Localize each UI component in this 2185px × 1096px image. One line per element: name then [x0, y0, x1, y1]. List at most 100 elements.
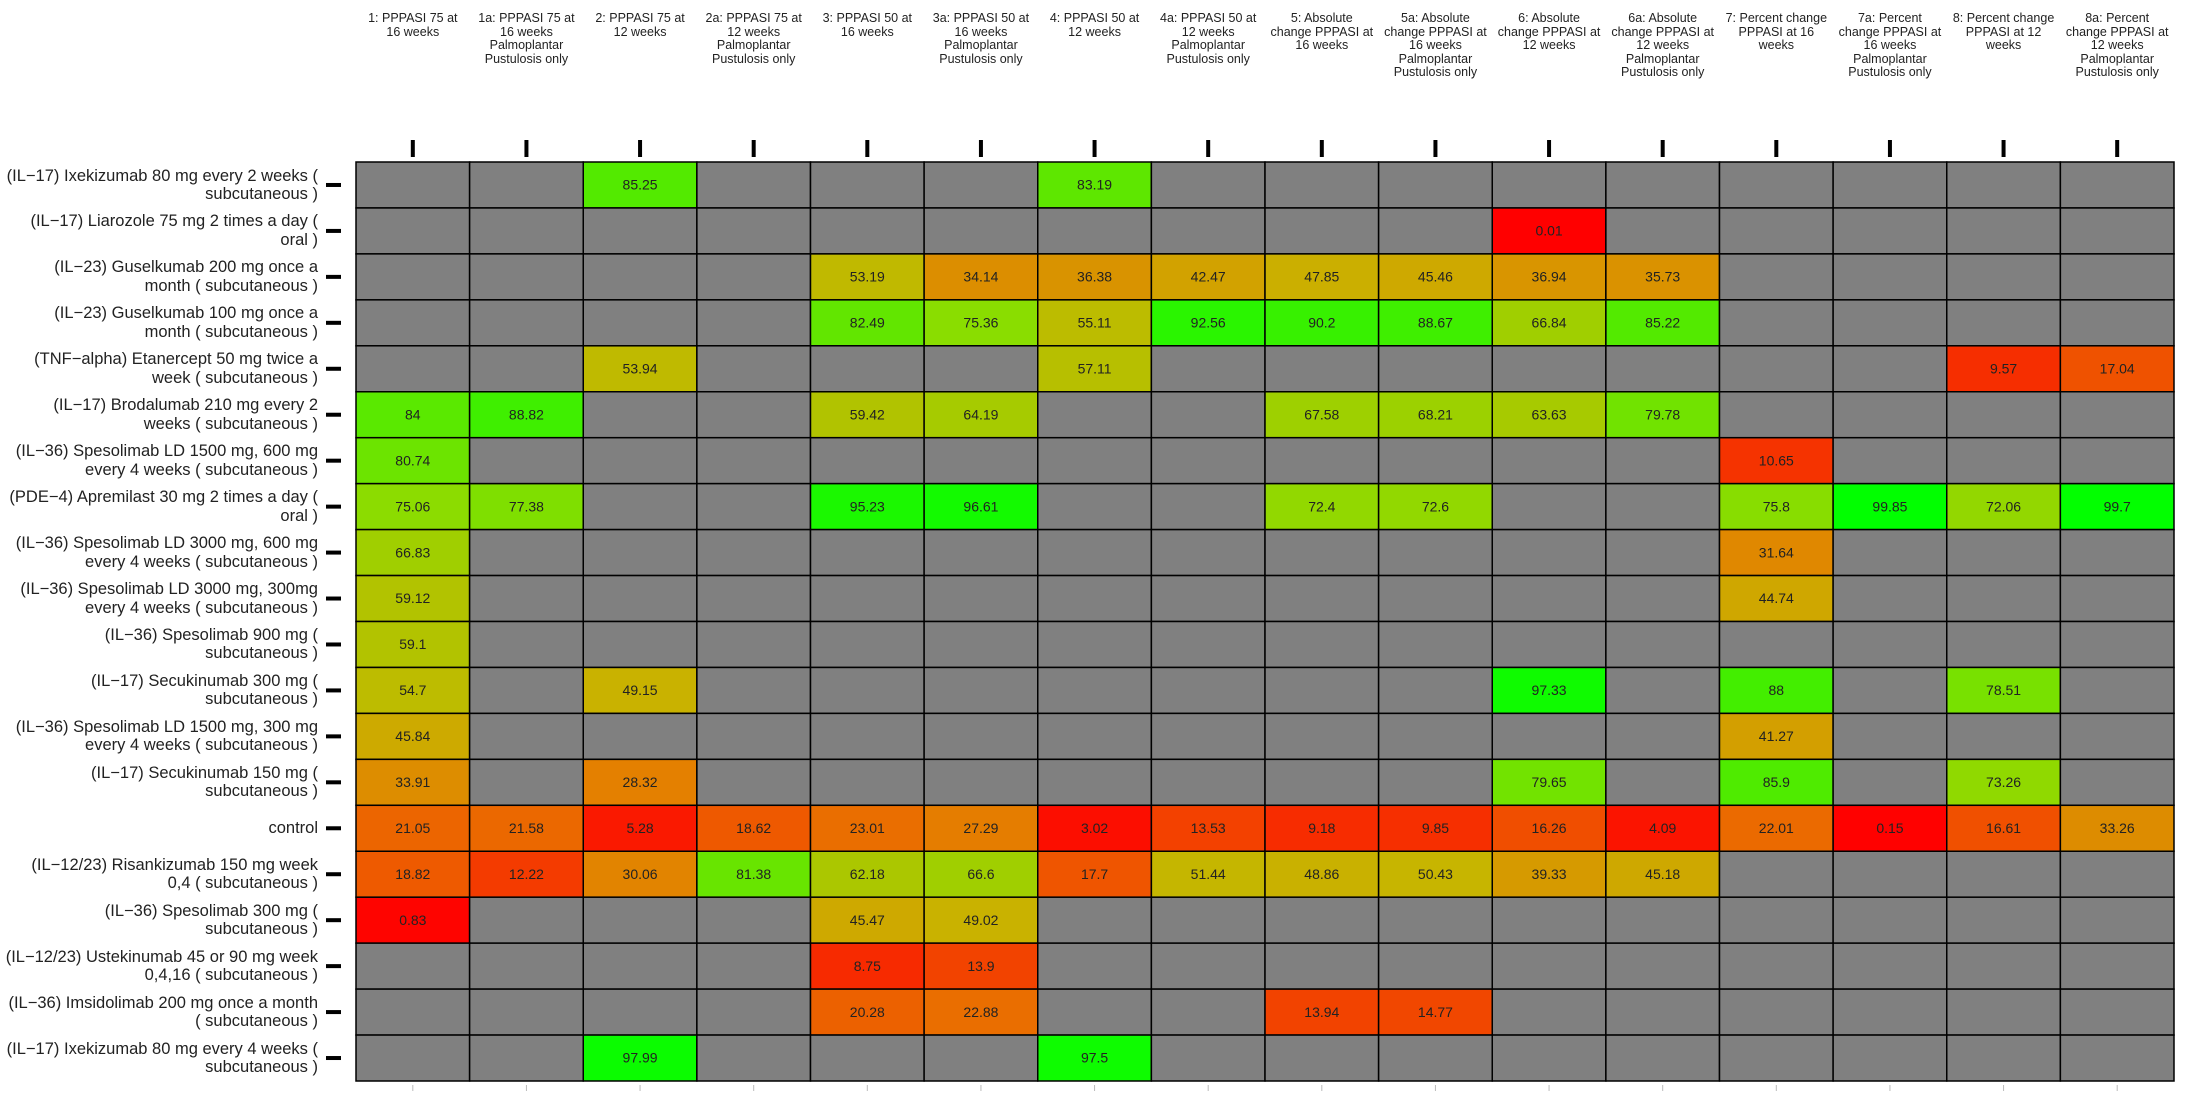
- cell-value: 0.15: [1876, 820, 1903, 836]
- empty-cell: [1718, 207, 1834, 255]
- row-label: (IL−17) Secukinumab 150 mg ( subcutaneou…: [91, 763, 318, 801]
- empty-cell: [2059, 207, 2175, 255]
- empty-cell: [2059, 850, 2175, 898]
- empty-cell: [2059, 391, 2175, 439]
- empty-cell: [355, 207, 471, 255]
- cell: [1605, 253, 1721, 301]
- cell-value: 3.02: [1081, 820, 1108, 836]
- cell-value: 88.82: [509, 406, 544, 422]
- empty-cell: [1491, 712, 1607, 761]
- empty-cell: [1491, 620, 1607, 669]
- cell-value: 18.82: [395, 866, 430, 882]
- cell: [1491, 850, 1607, 898]
- empty-cell: [1150, 391, 1266, 439]
- cell: [355, 620, 471, 669]
- empty-cell: [1150, 988, 1266, 1036]
- cell-value: 13.94: [1304, 1004, 1339, 1020]
- cell-value: 81.38: [736, 866, 771, 882]
- empty-cell: [1150, 1034, 1266, 1082]
- cell-value: 30.06: [623, 866, 658, 882]
- cell-value: 85.22: [1645, 315, 1680, 331]
- empty-cell: [923, 161, 1039, 209]
- row-label: (IL−36) Spesolimab 300 mg ( subcutaneous…: [104, 901, 318, 939]
- cell-value: 0.01: [1535, 223, 1562, 239]
- cell-value: 14.77: [1418, 1004, 1453, 1020]
- cell: [2059, 804, 2175, 852]
- empty-cell: [1264, 758, 1380, 807]
- cell: [923, 850, 1039, 898]
- row-label: (IL−23) Guselkumab 100 mg once a month (…: [54, 304, 318, 341]
- row-label: (IL−12/23) Ustekinumab 45 or 90 mg week …: [5, 947, 318, 985]
- empty-cell: [1264, 161, 1380, 209]
- empty-cell: [1946, 528, 2062, 577]
- empty-cell: [1718, 161, 1834, 209]
- cell-value: 59.12: [395, 590, 430, 606]
- empty-cell: [809, 161, 925, 209]
- cell-value: 41.27: [1759, 728, 1794, 744]
- row-label: (IL−36) Imsidolimab 200 mg once a month …: [8, 993, 318, 1031]
- empty-cell: [2059, 1034, 2175, 1082]
- empty-cell: [582, 574, 698, 623]
- empty-cell: [1605, 620, 1721, 669]
- empty-cell: [2059, 620, 2175, 669]
- cell-value: 72.6: [1422, 498, 1449, 514]
- empty-cell: [1491, 988, 1607, 1036]
- cell: [1605, 299, 1721, 347]
- cell-value: 79.65: [1532, 774, 1567, 790]
- empty-cell: [809, 758, 925, 807]
- cell-value: 78.51: [1986, 682, 2021, 698]
- cell: [1718, 574, 1834, 623]
- cell: [582, 850, 698, 898]
- empty-cell: [1832, 620, 1948, 669]
- cell: [1605, 850, 1721, 898]
- empty-cell: [468, 207, 584, 255]
- cell: [1150, 850, 1266, 898]
- empty-cell: [1491, 436, 1607, 485]
- empty-cell: [1264, 528, 1380, 577]
- empty-cell: [2059, 436, 2175, 485]
- cell: [1377, 804, 1493, 852]
- cell: [1264, 850, 1380, 898]
- cell-value: 13.53: [1191, 820, 1226, 836]
- cell-value: 96.61: [963, 498, 998, 514]
- empty-cell: [355, 942, 471, 990]
- cell: [468, 850, 584, 898]
- cell: [1377, 988, 1493, 1036]
- cell-value: 80.74: [395, 452, 430, 468]
- empty-cell: [1037, 896, 1153, 944]
- cell-value: 51.44: [1191, 866, 1226, 882]
- column-header: 4: PPPASI 50 at 12 weeks: [1049, 11, 1140, 39]
- cell-value: 57.11: [1078, 360, 1112, 376]
- cell-value: 59.42: [850, 406, 885, 422]
- empty-cell: [1150, 528, 1266, 577]
- empty-cell: [1491, 482, 1607, 531]
- cell: [355, 758, 471, 807]
- empty-cell: [1946, 161, 2062, 209]
- empty-cell: [582, 253, 698, 301]
- empty-cell: [355, 161, 471, 209]
- empty-cell: [1832, 161, 1948, 209]
- cell: [355, 712, 471, 761]
- cell-value: 35.73: [1645, 269, 1680, 285]
- column-header: 4a: PPPASI 50 at 12 weeks Palmoplantar P…: [1160, 11, 1257, 66]
- empty-cell: [1037, 391, 1153, 439]
- empty-cell: [1605, 482, 1721, 531]
- empty-cell: [1832, 942, 1948, 990]
- cell-value: 83.19: [1077, 177, 1112, 193]
- empty-cell: [1605, 666, 1721, 715]
- empty-cell: [582, 712, 698, 761]
- empty-cell: [1264, 207, 1380, 255]
- empty-cell: [1377, 161, 1493, 209]
- cell-value: 75.36: [963, 315, 998, 331]
- cell-value: 45.84: [395, 728, 430, 744]
- cell-value: 72.4: [1308, 498, 1335, 514]
- cell-value: 45.18: [1645, 866, 1680, 882]
- empty-cell: [696, 988, 812, 1036]
- empty-cell: [923, 666, 1039, 715]
- empty-cell: [468, 436, 584, 485]
- cell-value: 75.8: [1763, 498, 1790, 514]
- empty-cell: [1718, 850, 1834, 898]
- empty-cell: [468, 528, 584, 577]
- cell-value: 21.05: [395, 820, 430, 836]
- cell: [355, 574, 471, 623]
